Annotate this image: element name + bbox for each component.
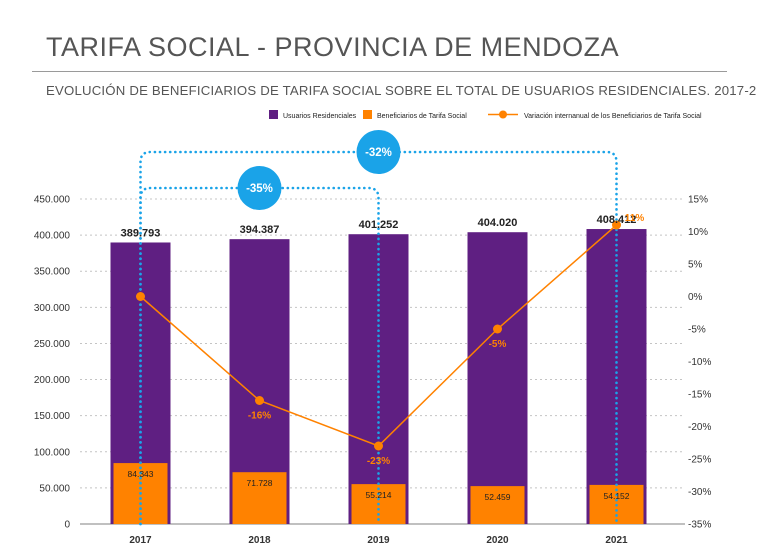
- variation-point: [255, 396, 264, 405]
- data-labels: 389.793 84.343 394.387 71.728 401.252 55.214 4…: [121, 213, 645, 502]
- data-label-variacion: -5%: [489, 339, 507, 350]
- data-label-beneficiarios: 71.728: [247, 478, 273, 488]
- chart-subtitle: EVOLUCIÓN DE BENEFICIARIOS DE TARIFA SOC…: [46, 83, 757, 98]
- x-tick-label: 2019: [367, 535, 390, 546]
- y2-tick-label: 10%: [688, 227, 708, 238]
- data-label-beneficiarios: 84.343: [128, 469, 154, 479]
- y-tick-label: 100.000: [34, 447, 71, 458]
- callout-label: -32%: [365, 147, 392, 159]
- y-tick-label: 300.000: [34, 303, 71, 314]
- y2-tick-label: -30%: [688, 487, 711, 498]
- variation-point: [374, 441, 383, 451]
- y-tick-label: 350.000: [34, 267, 71, 278]
- y-tick-label: 50.000: [39, 483, 70, 494]
- callout-bracket: [139, 186, 380, 526]
- data-label-usuarios: 389.793: [121, 227, 161, 239]
- y-tick-label: 200.000: [34, 375, 71, 386]
- callout-label: -35%: [246, 183, 273, 195]
- callouts: -35% -32%: [139, 130, 618, 526]
- bar-usuarios: [348, 234, 409, 524]
- x-tick-label: 2017: [129, 535, 152, 546]
- bar-beneficiarios: [470, 486, 525, 524]
- page-title: TARIFA SOCIAL - PROVINCIA DE MENDOZA: [46, 32, 620, 62]
- variation-point: [136, 292, 145, 301]
- y-tick-label: 450.000: [34, 195, 71, 206]
- callout-bubble: [237, 166, 282, 210]
- y2-tick-label: -35%: [688, 520, 711, 531]
- legend-swatch: [269, 110, 278, 119]
- axes: 0 50.000 100.000 150.000 200.000 250.000 300.0…: [34, 195, 712, 547]
- y2-tick-label: -15%: [688, 390, 711, 401]
- data-label-usuarios: 408.412: [597, 214, 637, 226]
- bar-beneficiarios: [232, 472, 287, 524]
- bars: [110, 229, 647, 525]
- variation-line: [136, 220, 621, 451]
- y2-tick-label: -10%: [688, 357, 711, 368]
- data-label-beneficiarios: 54.152: [604, 491, 630, 501]
- x-tick-label: 2021: [605, 535, 628, 546]
- callout-bubble: [356, 130, 401, 174]
- bar-usuarios: [467, 232, 528, 525]
- data-label-usuarios: 401.252: [359, 219, 399, 231]
- variation-point: [493, 324, 502, 334]
- data-label-usuarios: 394.387: [240, 224, 280, 236]
- legend-label: Usuarios Residenciales: [283, 113, 357, 120]
- y-tick-label: 150.000: [34, 411, 71, 422]
- legend-label: Variación internanual de los Beneficiari…: [524, 113, 702, 120]
- data-label-variacion: -23%: [367, 456, 390, 467]
- y2-tick-label: 15%: [688, 195, 708, 206]
- y2-tick-label: -5%: [688, 325, 706, 336]
- legend-label: Beneficiarios de Tarifa Social: [377, 113, 467, 120]
- legend[interactable]: Usuarios Residenciales Beneficiarios de T…: [269, 110, 702, 120]
- x-tick-label: 2018: [248, 535, 271, 546]
- gridlines: [80, 198, 685, 489]
- variation-point: [612, 220, 621, 230]
- title-divider: [32, 71, 727, 72]
- data-label-variacion: -16%: [248, 411, 271, 422]
- y2-tick-label: -20%: [688, 422, 711, 433]
- y-tick-label: 250.000: [34, 339, 71, 350]
- y-tick-label: 0: [64, 520, 70, 531]
- data-label-variacion: 11%: [625, 213, 645, 224]
- legend-marker: [499, 110, 507, 119]
- y-tick-label: 400.000: [34, 231, 71, 242]
- y2-tick-label: -25%: [688, 455, 711, 466]
- x-tick-label: 2020: [486, 535, 509, 546]
- data-label-beneficiarios: 55.214: [366, 490, 392, 500]
- legend-swatch: [363, 110, 372, 119]
- y2-tick-label: 5%: [688, 260, 703, 271]
- y2-tick-label: 0%: [688, 292, 703, 303]
- data-label-beneficiarios: 52.459: [485, 492, 511, 502]
- data-label-usuarios: 404.020: [478, 217, 518, 229]
